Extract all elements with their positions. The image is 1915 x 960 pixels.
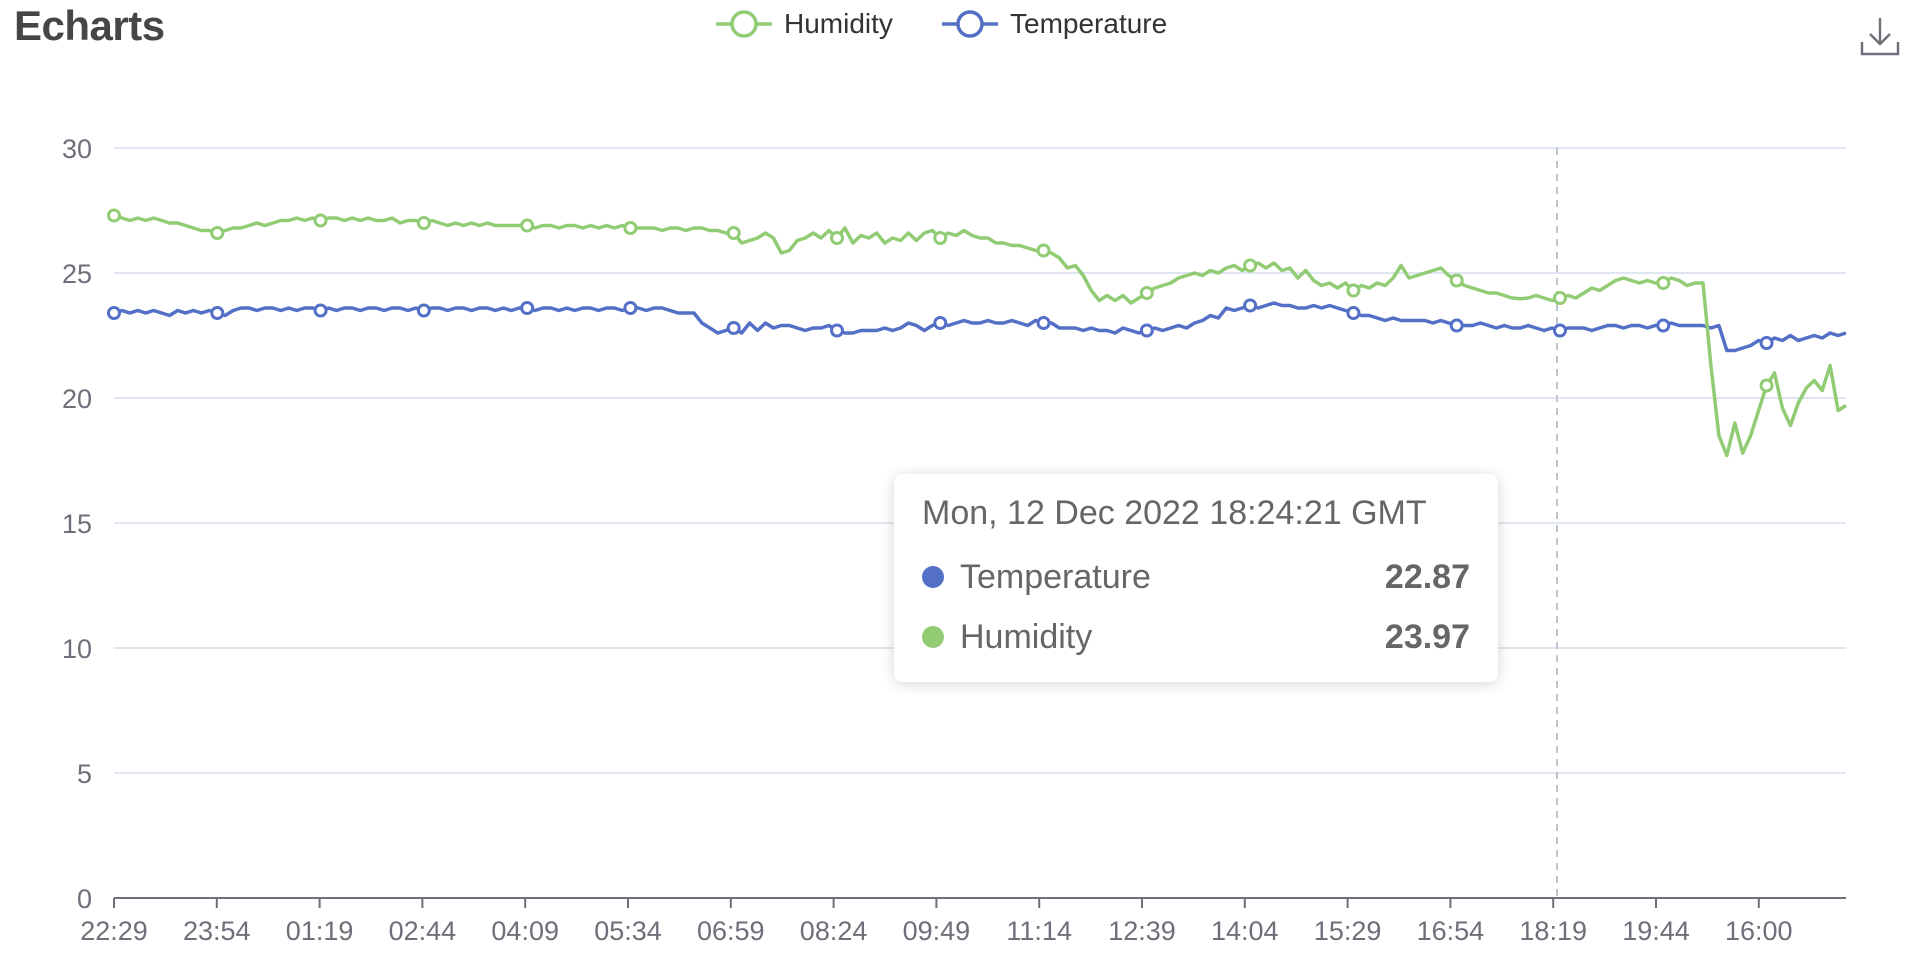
data-point-marker[interactable]	[1346, 283, 1361, 298]
series-line-temperature	[113, 301, 1847, 353]
legend-marker-icon	[956, 10, 984, 38]
x-tick-label: 05:34	[594, 916, 662, 946]
x-tick-label: 06:59	[697, 916, 765, 946]
series-lines	[113, 213, 1847, 458]
tooltip-series-name: Humidity	[960, 617, 1093, 656]
data-point-marker[interactable]	[623, 301, 638, 315]
x-tick-label: 08:24	[800, 916, 868, 946]
y-tick-label: 30	[62, 134, 92, 164]
y-tick-label: 25	[62, 259, 92, 289]
legend-label: Temperature	[1010, 8, 1167, 39]
y-tick-label: 20	[62, 384, 92, 414]
legend[interactable]: Humidity Temperature	[716, 8, 1167, 39]
legend-marker-icon	[730, 10, 758, 38]
tooltip-row-humidity: Humidity 23.97	[922, 607, 1470, 667]
x-tick-label: 11:14	[1006, 916, 1072, 946]
y-tick-label: 10	[62, 634, 92, 664]
data-point-marker[interactable]	[313, 213, 328, 228]
data-point-marker[interactable]	[520, 301, 535, 315]
tooltip-row-temperature: Temperature 22.87	[922, 547, 1470, 607]
download-icon[interactable]	[1858, 14, 1902, 58]
data-point-marker[interactable]	[1036, 316, 1051, 330]
humidity-dot-icon	[922, 626, 944, 648]
temperature-dot-icon	[922, 566, 944, 588]
data-point-marker[interactable]	[107, 208, 121, 223]
x-tick-label: 18:19	[1519, 916, 1587, 946]
data-point-marker[interactable]	[1656, 276, 1671, 290]
legend-item-humidity[interactable]: Humidity	[716, 8, 893, 39]
x-tick-label: 15:29	[1314, 916, 1382, 946]
x-axis: 22:29 23:54 01:19 02:44 04:09 05:34 06:59 08:24…	[80, 897, 1846, 946]
data-point-marker[interactable]	[829, 323, 844, 338]
data-point-marker[interactable]	[1346, 306, 1361, 320]
tooltip: Mon, 12 Dec 2022 18:24:21 GMT Temperatur…	[894, 474, 1498, 682]
data-point-marker[interactable]	[1139, 286, 1154, 300]
x-tick-label: 14:04	[1211, 916, 1279, 946]
x-tick-label: 01:19	[286, 916, 354, 946]
data-point-marker[interactable]	[933, 231, 948, 245]
data-point-marker[interactable]	[829, 231, 844, 245]
data-point-marker[interactable]	[1243, 258, 1258, 273]
legend-label: Humidity	[784, 8, 893, 39]
tooltip-series-value: 22.87	[1384, 557, 1470, 596]
data-point-marker[interactable]	[210, 306, 225, 320]
data-point-marker[interactable]	[623, 221, 638, 235]
x-tick-label: 02:44	[389, 916, 457, 946]
data-point-marker[interactable]	[726, 226, 741, 240]
data-point-marker[interactable]	[416, 303, 431, 318]
data-point-marker[interactable]	[1139, 323, 1154, 338]
data-point-marker[interactable]	[1449, 318, 1464, 333]
data-point-marker[interactable]	[1552, 291, 1567, 305]
series-markers	[107, 208, 1774, 393]
x-tick-label: 09:49	[903, 916, 971, 946]
y-axis-tick-labels: 0 5 10 15 20 25 30	[62, 134, 92, 914]
data-point-marker[interactable]	[520, 218, 535, 233]
x-tick-label: 23:54	[183, 916, 251, 946]
y-tick-label: 15	[62, 509, 92, 539]
data-point-marker[interactable]	[1036, 243, 1051, 258]
data-point-marker[interactable]	[933, 316, 948, 330]
data-point-marker[interactable]	[726, 321, 741, 335]
data-point-marker[interactable]	[416, 216, 431, 230]
data-point-marker[interactable]	[1759, 336, 1774, 350]
x-tick-label: 22:29	[80, 916, 148, 946]
data-point-marker[interactable]	[1243, 298, 1258, 313]
tooltip-title: Mon, 12 Dec 2022 18:24:21 GMT	[922, 494, 1427, 532]
tooltip-series-name: Temperature	[960, 557, 1151, 596]
tooltip-series-value: 23.97	[1384, 617, 1470, 656]
x-tick-label: 12:39	[1108, 916, 1176, 946]
x-tick-label: 16:54	[1417, 916, 1485, 946]
data-point-marker[interactable]	[107, 306, 121, 320]
y-tick-label: 5	[77, 759, 92, 789]
x-tick-label: 16:00	[1725, 916, 1793, 946]
y-tick-label: 0	[77, 884, 92, 914]
chart-title: Echarts	[14, 2, 165, 49]
series-line-humidity	[113, 213, 1847, 458]
data-point-marker[interactable]	[210, 226, 225, 240]
x-tick-label: 19:44	[1622, 916, 1690, 946]
data-point-marker[interactable]	[1656, 318, 1671, 333]
legend-item-temperature[interactable]: Temperature	[942, 8, 1167, 39]
data-point-marker[interactable]	[313, 303, 328, 318]
data-point-marker[interactable]	[1759, 378, 1774, 393]
x-tick-label: 04:09	[491, 916, 559, 946]
data-point-marker[interactable]	[1552, 323, 1567, 338]
data-point-marker[interactable]	[1449, 273, 1464, 288]
